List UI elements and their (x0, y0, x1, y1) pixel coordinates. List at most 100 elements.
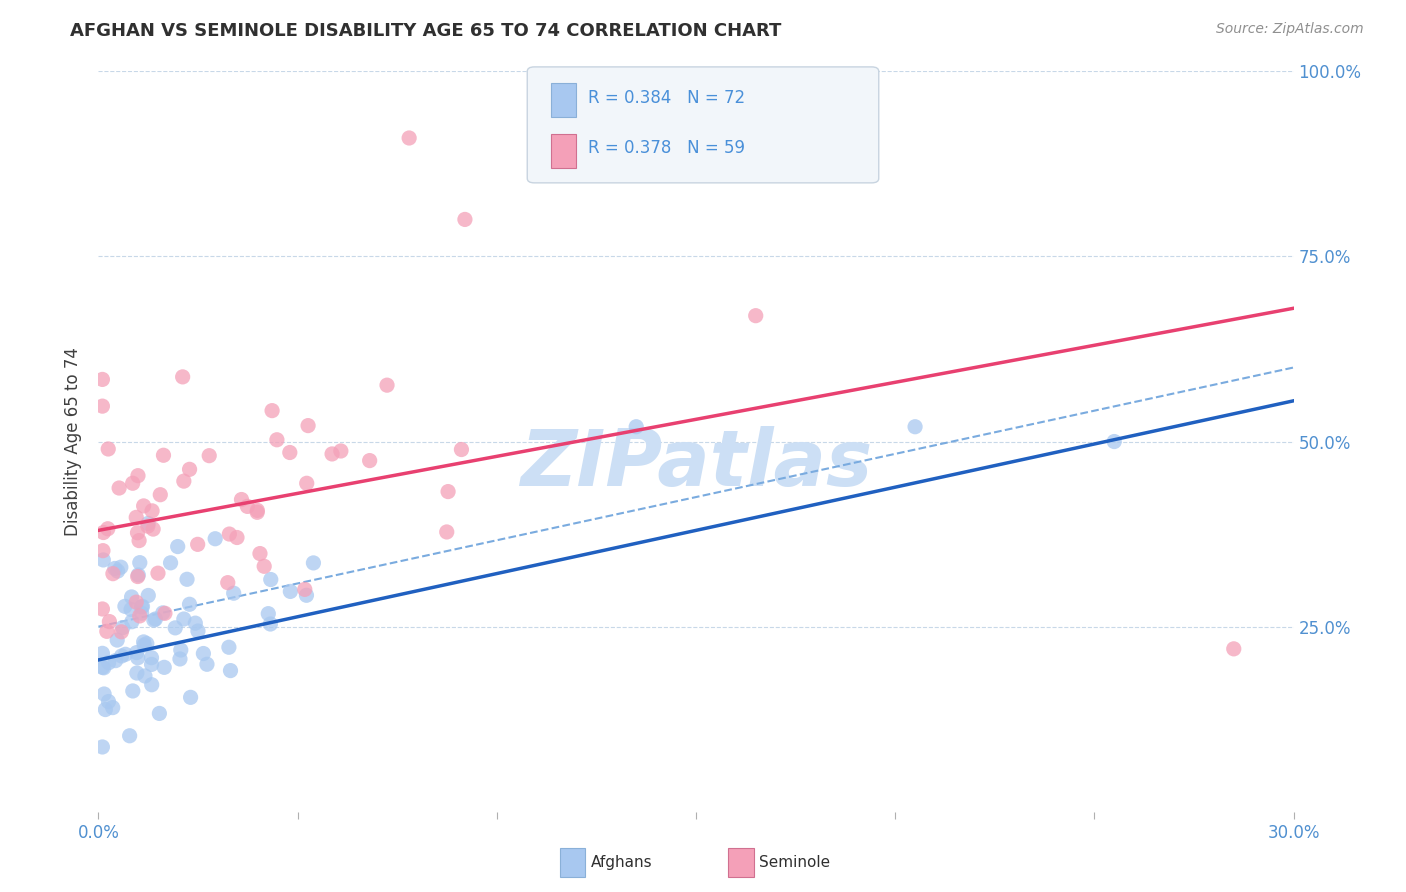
Point (153, 607, 176, 621)
Point (91, 372, 114, 386)
Text: R = 0.378   N = 59: R = 0.378 N = 59 (588, 139, 745, 157)
Point (121, 615, 143, 629)
Point (91, 660, 114, 674)
Point (91, 739, 114, 754)
Point (108, 481, 131, 495)
Point (172, 370, 194, 384)
Point (152, 606, 174, 620)
Point (262, 403, 284, 417)
Point (222, 586, 245, 600)
Point (184, 616, 207, 631)
Point (91, 646, 114, 660)
Point (321, 447, 343, 461)
Point (195, 657, 218, 672)
Point (142, 613, 165, 627)
Point (96, 624, 118, 639)
Point (454, 212, 477, 227)
Point (104, 654, 127, 668)
Point (259, 617, 281, 632)
Point (101, 566, 124, 581)
Point (128, 556, 150, 570)
Point (141, 678, 163, 692)
Point (169, 652, 191, 666)
Point (97, 522, 120, 536)
Point (253, 559, 276, 574)
Text: Source: ZipAtlas.com: Source: ZipAtlas.com (1216, 22, 1364, 37)
Point (94, 702, 117, 716)
Point (226, 531, 249, 545)
Point (231, 492, 253, 507)
Point (193, 647, 215, 661)
Point (142, 522, 165, 536)
Point (153, 660, 176, 674)
Point (1104, 434, 1126, 449)
Point (165, 621, 187, 635)
Point (121, 590, 143, 604)
Point (266, 433, 288, 447)
Point (218, 640, 240, 655)
Point (105, 633, 128, 648)
Point (97, 656, 120, 670)
Point (173, 612, 195, 626)
Point (114, 599, 136, 614)
Point (359, 453, 381, 467)
Point (132, 635, 155, 649)
Point (297, 418, 319, 433)
Point (114, 648, 136, 662)
Text: Afghans: Afghans (591, 855, 652, 870)
Point (302, 556, 325, 570)
Point (148, 706, 170, 721)
Point (91, 553, 114, 567)
Point (375, 378, 398, 392)
Point (125, 666, 148, 681)
Point (136, 589, 159, 603)
Point (278, 445, 301, 459)
Point (98, 615, 121, 629)
Point (101, 700, 124, 714)
Point (93, 525, 115, 540)
Point (127, 569, 149, 583)
Point (121, 684, 143, 698)
Point (187, 537, 209, 551)
Point (179, 462, 201, 476)
Point (437, 484, 460, 499)
Point (135, 637, 157, 651)
Point (131, 599, 153, 614)
Point (141, 657, 163, 672)
Point (236, 500, 259, 514)
Point (249, 547, 271, 561)
Point (246, 505, 269, 519)
Point (198, 449, 221, 463)
Point (125, 510, 148, 524)
Point (120, 602, 142, 616)
Point (128, 533, 150, 548)
Point (246, 503, 269, 517)
Point (149, 488, 172, 502)
Point (436, 524, 458, 539)
Point (141, 650, 163, 665)
Point (127, 468, 149, 483)
Point (136, 519, 159, 533)
Point (132, 499, 155, 513)
Point (128, 608, 150, 623)
Point (204, 532, 226, 546)
Point (294, 582, 316, 597)
Point (131, 606, 153, 620)
Point (110, 648, 132, 663)
Point (141, 504, 163, 518)
Point (121, 476, 143, 491)
Point (93, 661, 115, 675)
Point (219, 664, 242, 678)
Point (170, 643, 193, 657)
Point (173, 474, 195, 488)
Point (107, 564, 129, 578)
Point (134, 669, 156, 683)
Point (111, 621, 134, 635)
Point (136, 516, 159, 531)
Point (450, 442, 472, 457)
Point (93, 687, 115, 701)
Point (180, 690, 202, 705)
Point (187, 624, 209, 638)
Point (152, 448, 174, 462)
Point (218, 527, 240, 541)
